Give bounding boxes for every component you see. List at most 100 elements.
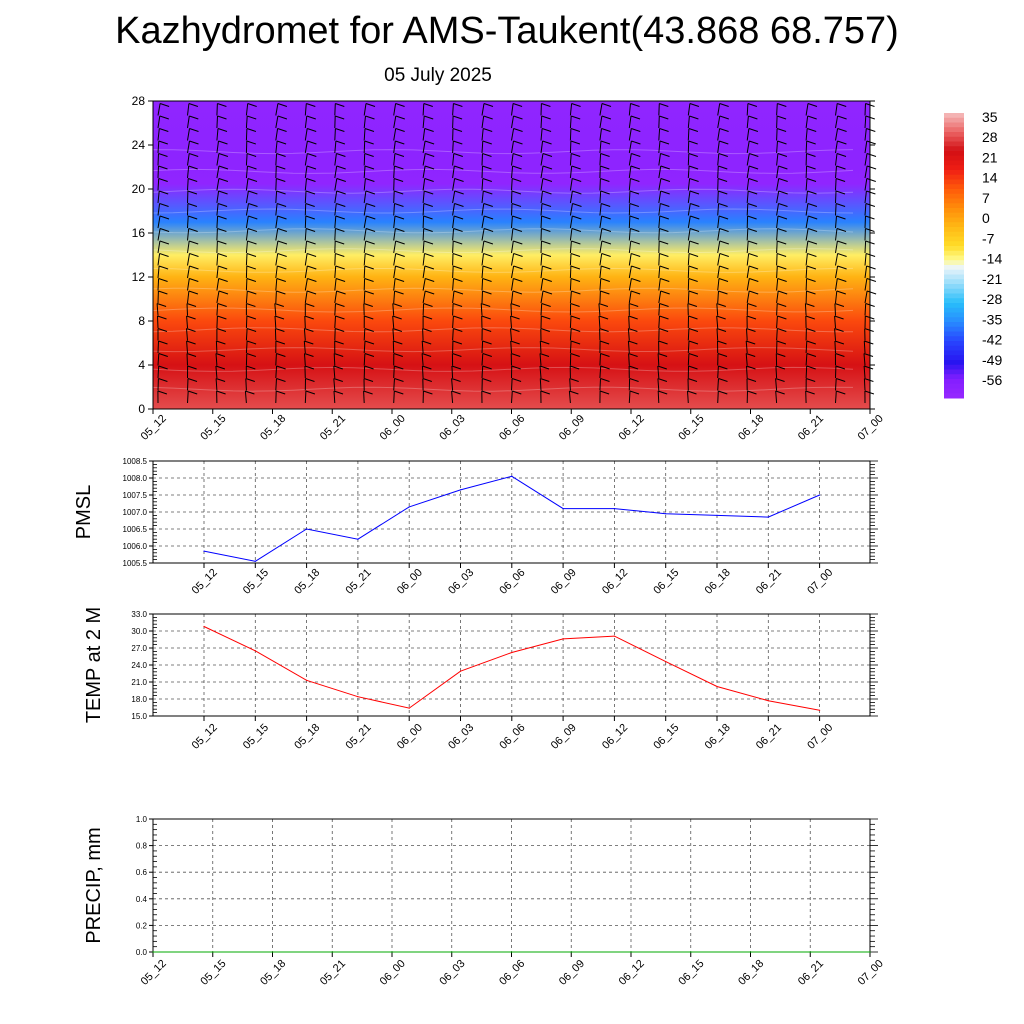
- wind-barb: [275, 290, 277, 304]
- wind-barb: [628, 390, 631, 404]
- wind-barb: [393, 215, 396, 229]
- wind-barb-flag: [540, 378, 550, 382]
- wind-barb-flag: [186, 353, 197, 357]
- wind-barb: [540, 253, 543, 266]
- wind-barb-flag: [572, 203, 582, 207]
- wind-barb: [687, 390, 689, 404]
- wind-barb: [481, 253, 484, 266]
- isotherm-line: [152, 149, 854, 155]
- wind-barb-flag: [483, 228, 494, 232]
- wind-barb: [422, 203, 425, 216]
- wind-barb: [864, 103, 866, 116]
- wind-barb-flag: [336, 203, 346, 207]
- wind-barb: [628, 153, 632, 166]
- wind-barb: [422, 278, 426, 291]
- wind-barb-flag: [542, 265, 552, 270]
- wind-barb: [481, 103, 485, 116]
- wind-barb: [776, 140, 778, 154]
- heatmap-xtick-label: 05_15: [198, 413, 228, 443]
- wind-barb-flag: [541, 215, 551, 220]
- wind-barb-flag: [394, 278, 405, 282]
- wind-barb-flag: [598, 315, 609, 320]
- wind-barb: [717, 240, 721, 254]
- wind-barb-flag: [512, 103, 523, 107]
- wind-barb: [776, 178, 780, 191]
- wind-barb: [687, 290, 690, 304]
- wind-barb: [717, 278, 720, 291]
- wind-barb: [275, 353, 277, 366]
- wind-barb-flag: [159, 203, 169, 207]
- wind-barb: [157, 190, 160, 204]
- colorbar-segment: [944, 360, 964, 366]
- wind-barb-flag: [482, 290, 492, 295]
- wind-barb-flag: [570, 365, 580, 370]
- wind-barb: [216, 103, 218, 116]
- wind-barb: [480, 303, 483, 316]
- wind-barb-flag: [277, 253, 287, 257]
- wind-barb-flag: [572, 178, 582, 182]
- wind-barb-flag: [600, 353, 610, 357]
- wind-barb: [422, 215, 425, 229]
- wind-barb-flag: [601, 265, 611, 270]
- wind-barb-flag: [689, 190, 700, 195]
- data-point: [254, 560, 256, 562]
- wind-barb: [569, 190, 573, 204]
- wind-barb-flag: [483, 115, 493, 120]
- wind-barb-flag: [483, 215, 494, 220]
- isotherm-line: [152, 188, 854, 194]
- wind-barb: [717, 228, 721, 241]
- wind-barb: [776, 265, 778, 279]
- wind-barb-flag: [747, 203, 757, 207]
- wind-barb-flag: [392, 303, 402, 307]
- wind-barb-flag: [512, 228, 523, 232]
- wind-barb: [275, 178, 277, 191]
- wind-barb: [245, 128, 248, 141]
- wind-barb-flag: [510, 340, 520, 345]
- isotherm-line: [152, 327, 854, 333]
- wind-barb-flag: [247, 228, 258, 232]
- wind-barb-flag: [276, 178, 286, 182]
- wind-barb-flag: [601, 215, 611, 220]
- wind-barb: [452, 303, 454, 316]
- wind-barb: [687, 178, 691, 191]
- wind-barb-flag: [511, 365, 521, 370]
- wind-barb-flag: [630, 103, 640, 107]
- wind-barb-flag: [806, 378, 816, 382]
- wind-barb: [746, 365, 748, 379]
- wind-barb-flag: [807, 103, 818, 107]
- wind-barb-flag: [423, 390, 433, 395]
- wind-barb: [746, 253, 750, 266]
- wind-barb-flag: [218, 165, 229, 170]
- wind-barb: [540, 303, 543, 316]
- wind-barb-flag: [424, 265, 435, 270]
- colorbar-label: 14: [982, 170, 998, 186]
- wind-barb: [245, 215, 249, 229]
- wind-barb: [863, 365, 866, 379]
- wind-barb: [481, 165, 483, 179]
- wind-barb-flag: [276, 390, 286, 395]
- wind-barb: [805, 190, 808, 204]
- data-point: [809, 951, 811, 953]
- wind-barb-flag: [778, 203, 788, 207]
- wind-barb-flag: [424, 140, 435, 145]
- isotherm-line: [152, 208, 854, 214]
- wind-barb: [421, 365, 424, 379]
- xtick-label: 06_00: [378, 958, 408, 988]
- wind-barb: [245, 290, 248, 304]
- wind-barb: [481, 265, 484, 279]
- wind-barb-flag: [688, 253, 699, 257]
- wind-barb: [776, 128, 778, 141]
- wind-barb-flag: [217, 115, 227, 120]
- wind-barb: [835, 140, 838, 154]
- ytick-label: 18.0: [131, 695, 147, 704]
- wind-barb-flag: [482, 328, 492, 332]
- wind-barb-flag: [660, 290, 670, 295]
- wind-barb: [157, 253, 161, 266]
- wind-barb-flag: [659, 265, 669, 270]
- wind-barb-flag: [483, 103, 494, 107]
- wind-barb: [776, 228, 778, 241]
- wind-barb: [157, 115, 161, 129]
- wind-barb-flag: [421, 353, 432, 357]
- wind-barb: [481, 228, 485, 241]
- wind-barb-flag: [571, 115, 581, 120]
